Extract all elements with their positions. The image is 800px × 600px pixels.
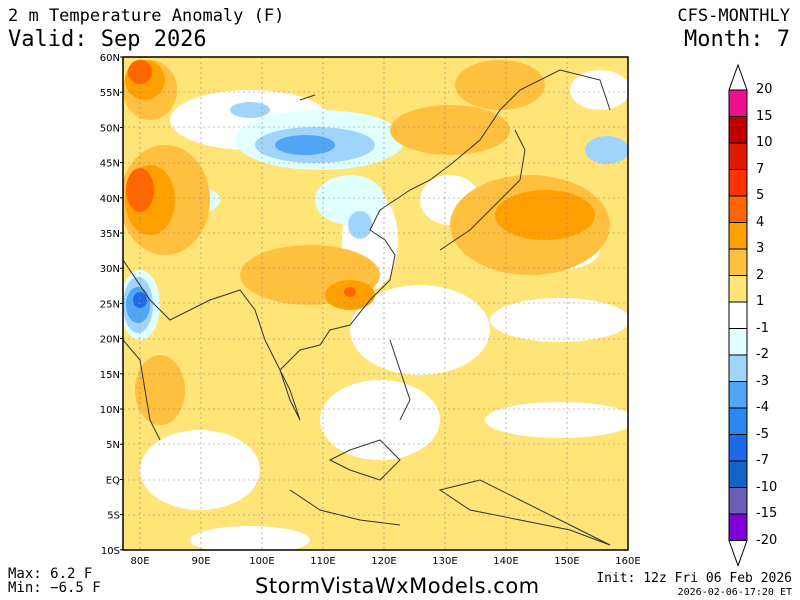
colorbar-label: -5 <box>756 426 769 442</box>
lat-label: 25N <box>100 299 120 310</box>
colorbar-swatch <box>728 301 748 329</box>
colorbar-swatch <box>728 460 748 488</box>
colorbar-swatch <box>728 354 748 382</box>
lat-label: 30N <box>100 264 120 275</box>
colorbar <box>728 63 748 567</box>
colorbar-label: -10 <box>756 479 778 495</box>
colorbar-swatch <box>728 513 748 541</box>
colorbar-label: 3 <box>756 241 765 256</box>
colorbar-swatch <box>728 116 748 144</box>
lat-label: EQ <box>106 475 120 486</box>
latitude-labels: 60N 55N 50N 45N 40N 35N 30N 25N 20N 15N 10N 5N EQ 5S 1… <box>100 53 123 557</box>
colorbar-swatch <box>728 89 748 117</box>
lat-label: 35N <box>100 229 120 240</box>
colorbar-swatch <box>728 222 748 250</box>
colorbar-swatch <box>728 434 748 462</box>
max-value: Max: 6.2 F <box>8 566 93 582</box>
lat-label: 10S <box>101 546 120 557</box>
lon-label: 160E <box>615 556 640 567</box>
colorbar-swatch <box>728 195 748 223</box>
grid-lines <box>123 57 628 550</box>
colorbar-swatch <box>728 248 748 276</box>
colorbar-label: -15 <box>756 506 778 521</box>
lon-label: 80E <box>130 556 149 567</box>
colorbar-label: 1 <box>756 294 765 309</box>
lon-label: 140E <box>493 556 518 567</box>
colorbar-label: -20 <box>756 532 778 548</box>
lat-label: 20N <box>100 335 120 346</box>
timestamp: 2026-02-06-17:20 ET <box>677 587 792 598</box>
lat-label: 40N <box>100 194 120 205</box>
colorbar-swatch <box>728 381 748 409</box>
colorbar-label: 4 <box>756 214 765 230</box>
colorbar-swatch <box>728 487 748 515</box>
colorbar-swatch <box>728 169 748 197</box>
lon-label: 110E <box>310 556 335 567</box>
colorbar-label: 5 <box>756 188 765 203</box>
colorbar-label: 2 <box>756 267 765 283</box>
lat-label: 60N <box>100 53 120 64</box>
colorbar-swatch <box>728 275 748 303</box>
min-value: Min: −6.5 F <box>8 580 101 596</box>
colorbar-label: 7 <box>756 161 765 177</box>
model-name: CFS-MONTHLY <box>677 6 790 26</box>
colorbar-label: -2 <box>756 347 769 362</box>
colorbar-bottom-arrow <box>728 540 748 567</box>
lat-label: 50N <box>100 123 120 134</box>
coastlines <box>123 69 611 546</box>
anomaly-field <box>123 57 628 550</box>
lat-label: 55N <box>100 88 120 99</box>
lon-label: 100E <box>249 556 274 567</box>
colorbar-swatch <box>728 142 748 170</box>
colorbar-label: 20 <box>756 82 773 97</box>
lat-label: 15N <box>100 370 120 381</box>
init-time: Init: 12z Fri 06 Feb 2026 <box>596 571 792 586</box>
colorbar-label: -1 <box>756 320 769 336</box>
lon-label: 120E <box>371 556 396 567</box>
colorbar-top-arrow <box>728 63 748 91</box>
lat-label: 5S <box>107 511 120 522</box>
site-watermark: StormVistaWxModels.com <box>255 574 540 598</box>
lat-label: 10N <box>100 405 120 416</box>
colorbar-label: 15 <box>756 108 773 124</box>
lon-label: 130E <box>432 556 457 567</box>
lon-label: 150E <box>554 556 579 567</box>
colorbar-label: 10 <box>756 135 773 150</box>
valid-date: Valid: Sep 2026 <box>8 27 207 52</box>
colorbar-label: -7 <box>756 453 769 468</box>
colorbar-swatch <box>728 407 748 435</box>
map-title: 2 m Temperature Anomaly (F) <box>8 6 285 26</box>
colorbar-swatch <box>728 328 748 356</box>
forecast-month: Month: 7 <box>684 27 790 52</box>
lon-label: 90E <box>191 556 210 567</box>
colorbar-label: -3 <box>756 373 769 389</box>
longitude-labels: 80E 90E 100E 110E 120E 130E 140E 150E 160E <box>130 556 640 567</box>
colorbar-label: -4 <box>756 400 769 415</box>
lat-label: 5N <box>106 440 120 451</box>
lat-label: 45N <box>100 159 120 170</box>
